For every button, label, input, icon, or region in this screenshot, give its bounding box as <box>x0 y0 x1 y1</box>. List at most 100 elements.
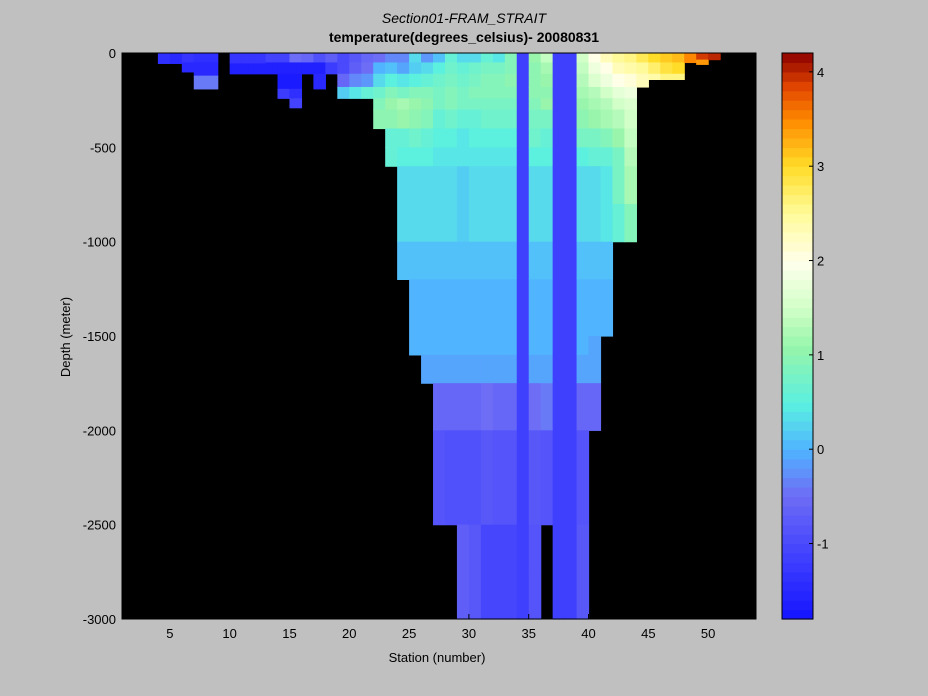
heatmap-cell <box>576 73 590 88</box>
heatmap-cell <box>385 128 398 148</box>
x-tick-label: 30 <box>462 626 476 641</box>
heatmap-cell <box>349 53 362 64</box>
heatmap-cell <box>456 147 470 167</box>
heatmap-cell <box>480 128 494 148</box>
colorbar-segment <box>782 137 813 148</box>
colorbar-segment <box>782 90 813 101</box>
heatmap-cell <box>349 62 362 75</box>
heatmap-cell <box>409 98 422 111</box>
heatmap-cell <box>540 98 554 111</box>
heatmap-cell <box>313 73 326 90</box>
colorbar-segment <box>782 232 813 243</box>
heatmap-cell <box>600 147 614 167</box>
heatmap-cell <box>373 109 386 130</box>
heatmap-cell <box>397 147 410 167</box>
heatmap-cell <box>624 147 637 167</box>
heatmap-cell <box>456 383 470 431</box>
heatmap-cell <box>193 62 207 77</box>
colorbar-segment <box>782 288 813 299</box>
heatmap-cell <box>241 53 255 64</box>
heatmap-cell <box>612 73 626 88</box>
heatmap-cell <box>648 73 661 81</box>
colorbar-segment <box>782 486 813 497</box>
heatmap-cells <box>157 53 721 620</box>
heatmap-cell <box>468 147 482 167</box>
heatmap-cell <box>444 86 458 99</box>
heatmap-cell <box>385 147 398 167</box>
heatmap-cell <box>540 147 554 167</box>
heatmap-cell <box>492 383 506 431</box>
heatmap-cell <box>468 524 482 620</box>
heatmap-cell <box>612 128 626 148</box>
heatmap-cell <box>576 166 590 243</box>
heatmap-cell <box>157 53 171 64</box>
heatmap-cell <box>456 166 470 243</box>
heatmap-cell <box>504 128 518 148</box>
colorbar-segment <box>782 203 813 214</box>
heatmap-cell <box>588 147 602 167</box>
heatmap-cell <box>301 62 314 75</box>
heatmap-cell <box>409 62 422 75</box>
heatmap-cell <box>444 98 458 111</box>
colorbar-segment <box>782 71 813 82</box>
heatmap-cell <box>528 62 542 75</box>
heatmap-cell <box>456 73 470 88</box>
heatmap-cell <box>289 73 303 90</box>
heatmap-cell <box>444 383 458 431</box>
colorbar-segment <box>782 269 813 280</box>
colorbar-segment <box>782 128 813 139</box>
heatmap-cell <box>397 98 410 111</box>
heatmap-cell <box>576 147 590 167</box>
y-tick-label: -500 <box>90 140 116 155</box>
heatmap-cell <box>229 53 243 64</box>
heatmap-cell <box>576 430 590 526</box>
colorbar-frame <box>781 52 814 620</box>
colorbar-segment <box>782 534 813 545</box>
heatmap-cell <box>528 147 542 167</box>
heatmap-cell <box>588 62 602 75</box>
heatmap-cell <box>528 53 542 64</box>
y-tick-label: 0 <box>109 46 116 61</box>
heatmap-cell <box>504 53 518 64</box>
heatmap-cell <box>504 166 518 243</box>
heatmap-cell <box>540 109 554 130</box>
heatmap-cell <box>337 86 350 99</box>
heatmap-cell <box>349 86 362 99</box>
heatmap-cell <box>468 430 482 526</box>
heatmap-cell <box>492 86 506 99</box>
heatmap-cell <box>576 86 590 99</box>
heatmap-cell <box>444 241 458 280</box>
heatmap-cell <box>612 203 626 243</box>
colorbar-segment <box>782 383 813 394</box>
heatmap-cell <box>492 241 506 280</box>
heatmap-cell <box>648 53 661 64</box>
y-tick-label: -2500 <box>83 518 116 533</box>
heatmap-cell <box>325 62 338 75</box>
heatmap-cell <box>624 73 637 88</box>
heatmap-cell <box>385 73 398 88</box>
heatmap-cell <box>624 203 637 243</box>
heatmap-cell <box>600 109 614 130</box>
heatmap-cell <box>397 166 410 243</box>
heatmap-cell <box>409 53 422 64</box>
colorbar-segment <box>782 458 813 469</box>
colorbar-segment <box>782 364 813 375</box>
heatmap-cell <box>492 98 506 111</box>
colorbar-segment <box>782 552 813 563</box>
heatmap-cell <box>528 383 542 431</box>
heatmap-cell <box>600 73 614 88</box>
heatmap-cell <box>648 62 661 75</box>
heatmap-cell <box>409 86 422 99</box>
heatmap-cell <box>480 53 494 64</box>
x-tick-label: 40 <box>581 626 595 641</box>
heatmap-cell <box>504 62 518 75</box>
heatmap-cell <box>205 62 219 77</box>
x-tick-label: 45 <box>641 626 655 641</box>
heatmap-cell <box>480 62 494 75</box>
heatmap-cell <box>528 109 542 130</box>
colorbar-segment <box>782 147 813 158</box>
heatmap-cell <box>397 128 410 148</box>
colorbar-segment <box>782 430 813 441</box>
heatmap-cell <box>480 147 494 167</box>
heatmap-cell <box>433 109 446 130</box>
